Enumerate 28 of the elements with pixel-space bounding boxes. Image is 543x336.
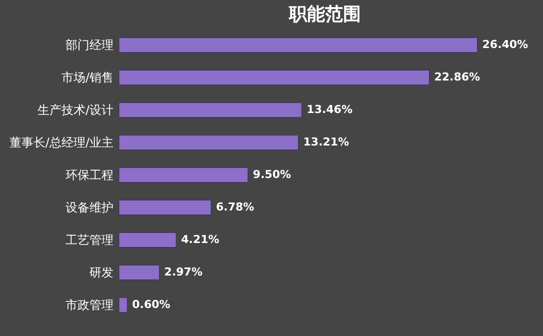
y-tick-label: 部门经理 (66, 38, 114, 52)
chart-title: 职能范围 (288, 4, 361, 25)
bar (118, 102, 302, 118)
y-tick-label: 工艺管理 (66, 232, 114, 247)
data-label: 13.46% (306, 103, 352, 116)
bar (118, 200, 212, 216)
bar (118, 297, 128, 313)
bar (118, 37, 478, 53)
y-tick-label: 设备维护 (66, 200, 114, 214)
data-label: 6.78% (216, 200, 254, 214)
y-tick-label: 环保工程 (66, 168, 114, 182)
y-tick-label: 生产技术/设计 (37, 103, 114, 118)
data-label: 22.86% (434, 70, 480, 84)
data-label: 4.21% (181, 232, 220, 246)
bar (118, 232, 176, 248)
bar (118, 264, 160, 280)
bar (118, 167, 248, 183)
y-tick-label: 市政管理 (66, 298, 114, 312)
data-label: 26.40% (482, 38, 528, 52)
data-label: 9.50% (252, 168, 292, 181)
bar (118, 134, 299, 150)
data-label: 2.97% (164, 265, 202, 278)
data-label: 13.21% (303, 136, 350, 149)
data-label: 0.60% (132, 298, 170, 311)
bar (118, 70, 430, 86)
y-tick-label: 市场/销售 (61, 70, 114, 85)
y-tick-label: 研发 (90, 265, 114, 280)
y-tick-label: 董事长/总经理/业主 (9, 136, 114, 150)
